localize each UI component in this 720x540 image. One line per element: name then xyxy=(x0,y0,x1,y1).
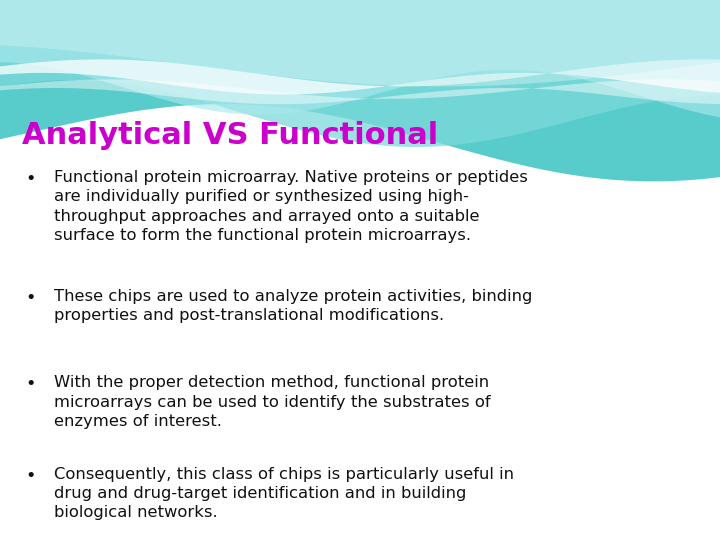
Text: •: • xyxy=(25,289,35,307)
Text: Consequently, this class of chips is particularly useful in
drug and drug-target: Consequently, this class of chips is par… xyxy=(54,467,514,521)
Text: •: • xyxy=(25,375,35,393)
Polygon shape xyxy=(0,0,720,147)
Text: •: • xyxy=(25,467,35,485)
Polygon shape xyxy=(0,79,720,104)
Polygon shape xyxy=(0,0,720,117)
Text: Functional protein microarray. Native proteins or peptides
are individually puri: Functional protein microarray. Native pr… xyxy=(54,170,528,242)
Text: •: • xyxy=(25,170,35,188)
Polygon shape xyxy=(0,0,720,181)
Polygon shape xyxy=(0,59,720,94)
Polygon shape xyxy=(0,0,720,86)
Text: With the proper detection method, functional protein
microarrays can be used to : With the proper detection method, functi… xyxy=(54,375,490,429)
Text: These chips are used to analyze protein activities, binding
properties and post-: These chips are used to analyze protein … xyxy=(54,289,532,323)
Text: Analytical VS Functional: Analytical VS Functional xyxy=(22,122,438,151)
